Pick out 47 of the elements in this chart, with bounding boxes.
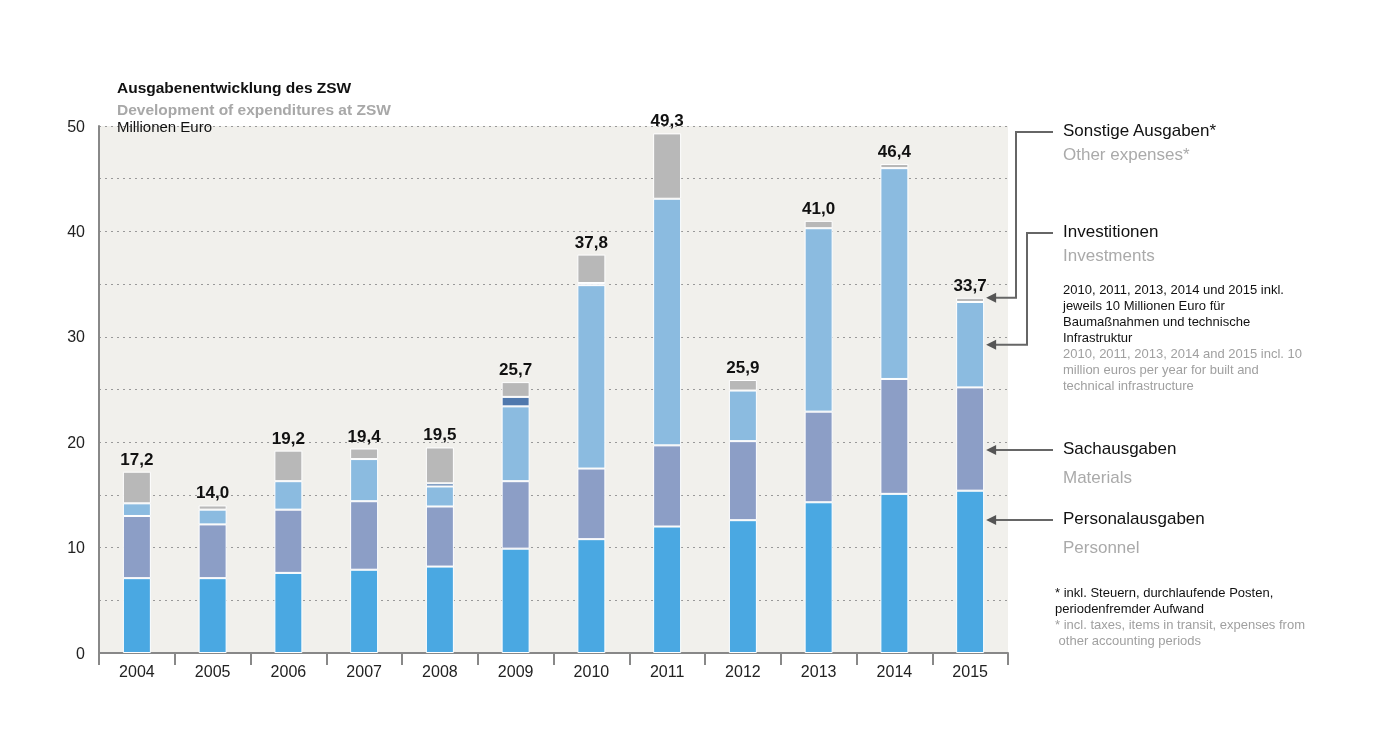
text: Sonstige Ausgaben* (1063, 121, 1217, 140)
x-tick-label: 2010 (573, 662, 610, 680)
total-label: 25,9 (726, 358, 760, 378)
x-tick-label: 2009 (497, 662, 534, 680)
x-tick-label: 2004 (119, 662, 155, 680)
text: Materials (1063, 467, 1132, 487)
total-label: 37,8 (574, 232, 608, 252)
x-tick-label: 2013 (800, 662, 837, 680)
x-tick-label: 2011 (649, 662, 685, 680)
text: Investments (1063, 245, 1155, 265)
bar (425, 447, 454, 484)
text: Investitionen (1063, 222, 1159, 241)
text: Sachausgaben (1063, 439, 1177, 458)
x-tick-label: 2008 (422, 662, 458, 680)
y-tick-label: 50 (67, 117, 86, 135)
chart-subtitle: Development of expenditures at ZSW (117, 100, 392, 118)
text: Personnel (1063, 537, 1140, 557)
total-label: 19,4 (347, 426, 382, 446)
x-tick-label: 2006 (270, 662, 307, 680)
y-tick-label: 30 (67, 328, 86, 346)
x-tick-label: 2012 (725, 662, 761, 680)
total-label: 46,4 (877, 141, 912, 161)
total-label: 41,0 (802, 198, 836, 218)
x-tick-label: 2015 (952, 662, 989, 680)
bar (577, 254, 606, 284)
text: Other expenses* (1063, 144, 1191, 164)
total-label: 19,5 (423, 425, 457, 445)
total-label: 14,0 (196, 483, 230, 503)
x-tick-label: 2007 (346, 662, 383, 680)
text: 2010, 2011, 2013, 2014 and 2015 incl. 10 million euros per year for built and technical infrastructure (1063, 345, 1306, 393)
total-label: 17,2 (120, 449, 154, 469)
total-label: 33,7 (953, 275, 987, 295)
x-tick-label: 2014 (876, 662, 913, 680)
y-tick-label: 10 (67, 539, 86, 557)
total-label: 25,7 (499, 360, 533, 380)
chart-title: Ausgabenentwicklung des ZSW (117, 78, 352, 96)
text: Personalausgaben (1063, 509, 1205, 528)
text: * incl. taxes, items in transit, expenses from other accounting periods (1055, 616, 1305, 648)
text: 2010, 2011, 2013, 2014 und 2015 inkl. jeweils 10 Millionen Euro für Baumaßnahmen und technische Infrastruktur (1062, 281, 1288, 345)
y-tick-label: 0 (76, 644, 86, 662)
y-axis-title: Millionen Euro (117, 118, 213, 135)
total-label: 19,2 (271, 428, 305, 448)
total-label: 49,3 (650, 111, 684, 131)
x-tick-label: 2005 (194, 662, 231, 680)
text: * inkl. Steuern, durchlaufende Posten, periodenfremder Aufwand (1055, 584, 1277, 616)
y-tick-label: 40 (67, 222, 86, 240)
y-tick-label: 20 (67, 433, 86, 451)
